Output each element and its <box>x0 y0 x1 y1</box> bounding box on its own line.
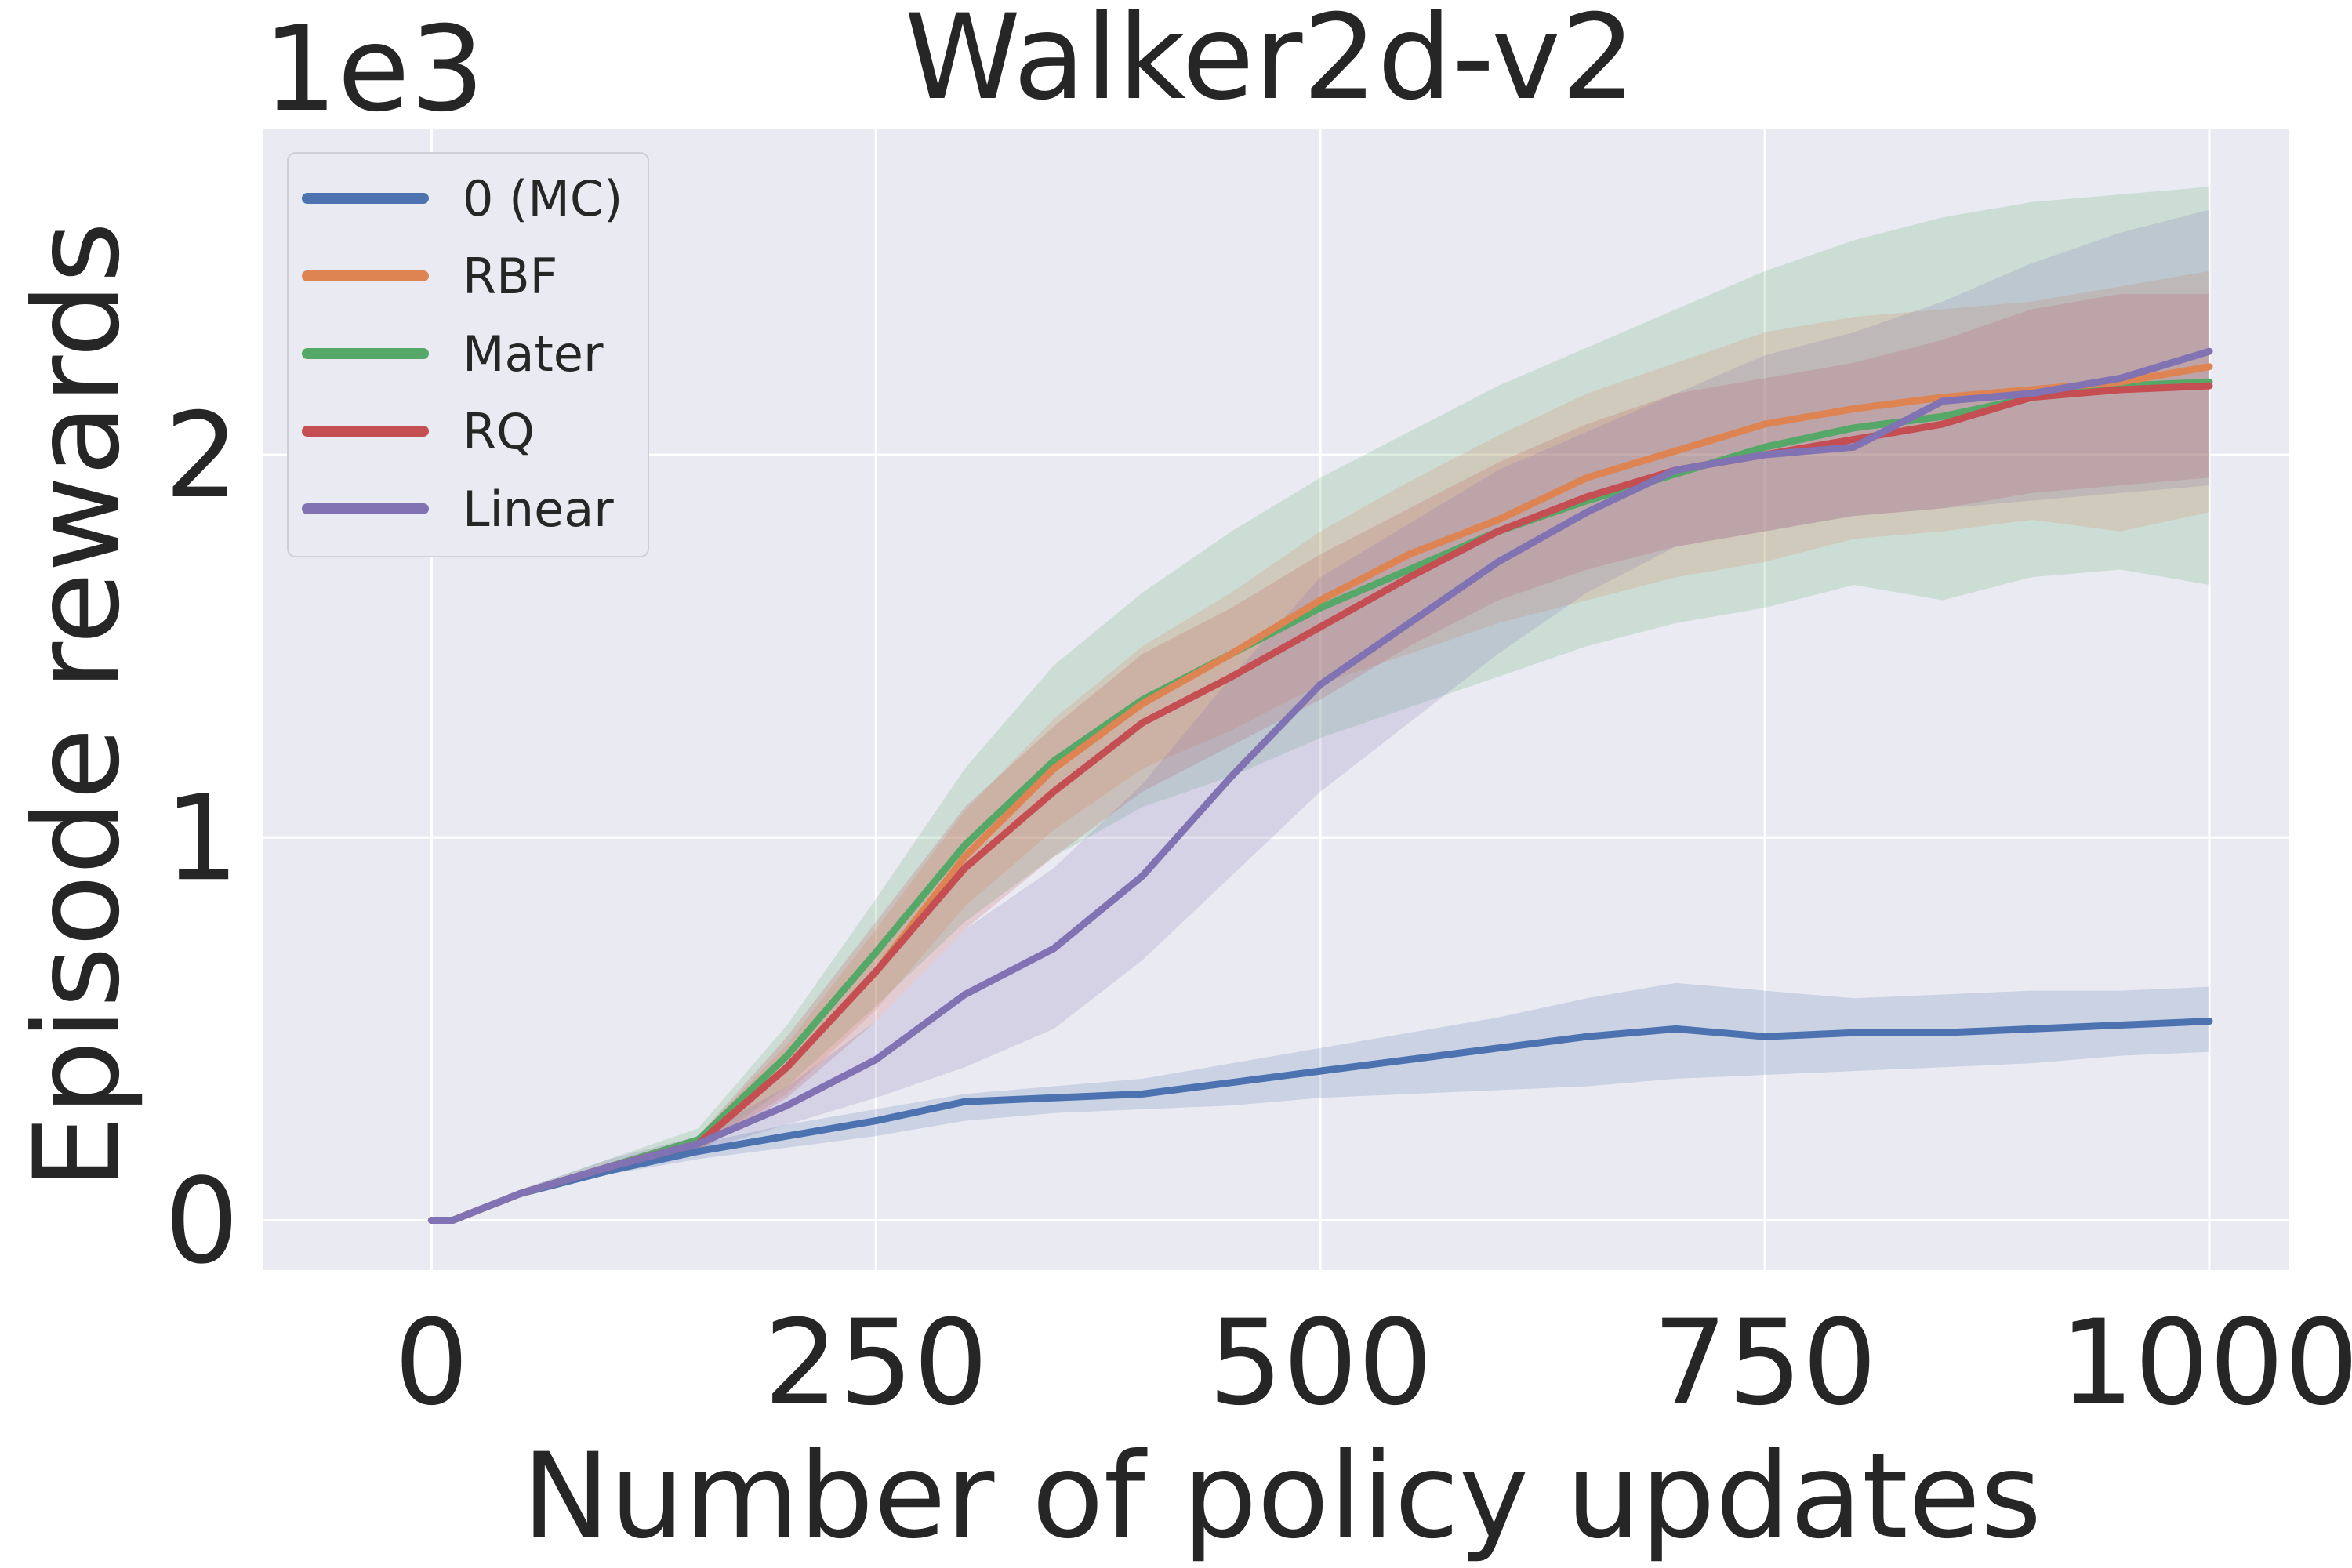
legend-label: RBF <box>463 248 557 305</box>
y-tick-labels: 0 1 2 <box>165 388 239 1290</box>
y-tick-label: 0 <box>165 1154 239 1290</box>
legend-label: Mater <box>463 325 604 383</box>
line-linear <box>427 347 2213 1224</box>
legend-frame <box>287 152 649 557</box>
y-tick-label: 1 <box>165 771 239 907</box>
x-tick-label: 750 <box>1653 1295 1877 1432</box>
chart-title: Walker2d-v2 <box>905 0 1636 126</box>
series-lines <box>427 347 2213 1224</box>
band-rq <box>431 293 2210 1221</box>
x-tick-label: 250 <box>764 1295 988 1432</box>
y-axis-label: Episode rewards <box>9 222 146 1189</box>
y-scale-label: 1e3 <box>263 2 485 138</box>
x-tick-labels: 0 250 500 750 1000 <box>394 1295 2352 1432</box>
x-tick-label: 1000 <box>2060 1295 2352 1432</box>
legend-label: Linear <box>463 481 614 538</box>
legend: 0 (MC) RBF Mater RQ Linear <box>287 152 649 557</box>
y-tick-label: 2 <box>165 388 239 524</box>
band-0-mc <box>431 982 2210 1221</box>
legend-label: 0 (MC) <box>463 170 622 227</box>
line-0-mc <box>427 1018 2213 1224</box>
band-linear <box>431 209 2210 1221</box>
legend-label: RQ <box>463 403 535 460</box>
band-rbf <box>431 270 2210 1221</box>
x-tick-label: 0 <box>394 1295 469 1432</box>
x-axis-label: Number of policy updates <box>522 1428 2042 1565</box>
x-tick-label: 500 <box>1208 1295 1432 1432</box>
